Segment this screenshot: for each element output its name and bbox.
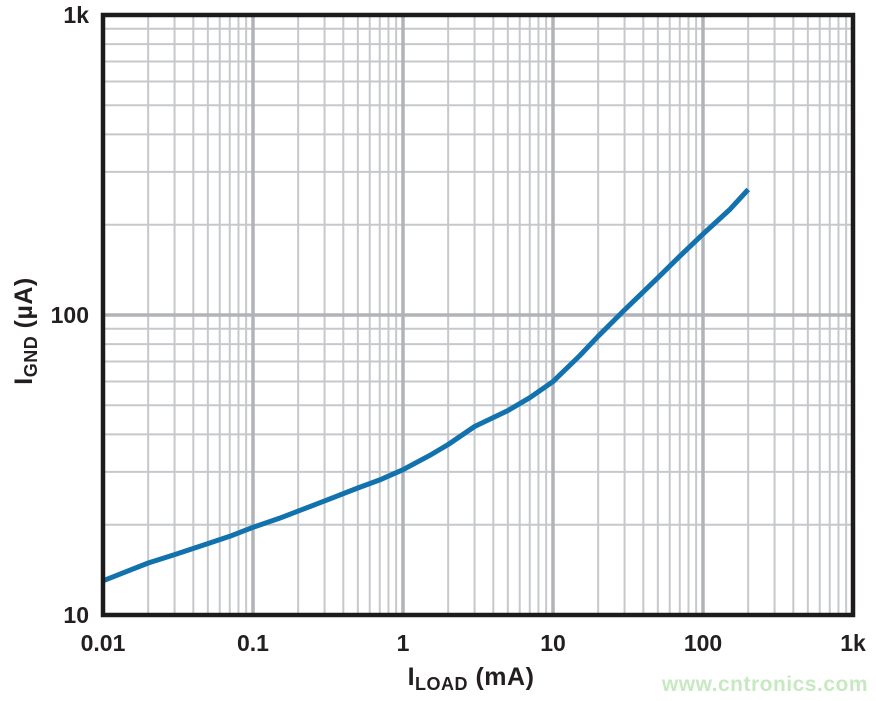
x-tick-label: 1k [840, 630, 866, 656]
x-tick-label: 0.1 [237, 630, 269, 656]
x-axis-title-units: (mA) [468, 663, 535, 691]
x-tick-label: 10 [540, 630, 566, 656]
x-tick-label: 1 [397, 630, 410, 656]
y-tick-label: 100 [51, 302, 89, 328]
y-axis-title-units: (µA) [10, 277, 38, 336]
y-tick-label: 10 [63, 602, 89, 628]
y-axis-title: IGND (µA) [10, 277, 42, 385]
x-axis-title: ILOAD (mA) [408, 663, 535, 695]
series-curve [102, 187, 751, 584]
y-axis-title-symbol: I [10, 377, 38, 385]
x-axis-title-symbol: I [407, 663, 416, 691]
x-tick-label: 100 [684, 630, 722, 656]
plot-frame [100, 12, 856, 618]
x-axis-title-subscript: LOAD [415, 674, 469, 694]
watermark: www.cntronics.com [661, 673, 868, 696]
y-axis-title-subscript: GND [21, 335, 41, 378]
x-tick-label: 0.01 [81, 630, 126, 656]
y-tick-label: 1k [63, 2, 89, 28]
